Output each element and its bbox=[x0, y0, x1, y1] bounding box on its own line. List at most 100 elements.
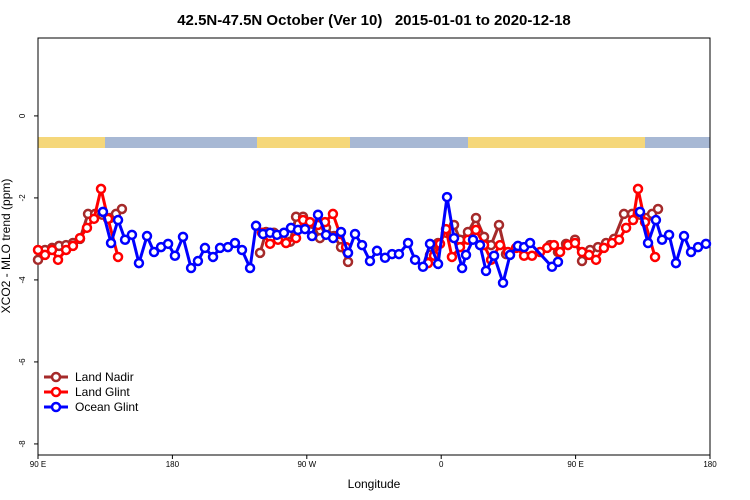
point bbox=[526, 250, 538, 261]
point bbox=[148, 246, 160, 258]
point bbox=[446, 251, 458, 263]
land-ocean-strip bbox=[38, 137, 710, 148]
point bbox=[280, 237, 292, 249]
point bbox=[656, 234, 668, 245]
point bbox=[67, 240, 79, 252]
y-tick-label: -4 bbox=[18, 276, 27, 284]
ocean-band bbox=[350, 137, 468, 148]
x-tick-label: 180 bbox=[166, 460, 180, 469]
point bbox=[700, 238, 712, 250]
point bbox=[424, 238, 436, 250]
point bbox=[250, 220, 262, 232]
point bbox=[494, 239, 506, 251]
point bbox=[335, 226, 347, 238]
point bbox=[327, 232, 339, 244]
point bbox=[663, 229, 675, 241]
point bbox=[627, 214, 639, 226]
point bbox=[116, 203, 128, 215]
point bbox=[470, 212, 482, 224]
point bbox=[264, 238, 276, 250]
land-band bbox=[38, 137, 105, 148]
point bbox=[590, 254, 602, 266]
point bbox=[133, 257, 145, 269]
point bbox=[88, 213, 100, 225]
y-axis-label: XCO2 - MLO trend (ppm) bbox=[0, 179, 13, 314]
point bbox=[393, 248, 405, 260]
point bbox=[598, 242, 610, 254]
point bbox=[177, 231, 189, 243]
point bbox=[620, 222, 632, 234]
point bbox=[290, 232, 302, 244]
point bbox=[618, 208, 630, 220]
point bbox=[112, 251, 124, 263]
point bbox=[554, 246, 566, 258]
point bbox=[342, 247, 354, 259]
point bbox=[199, 242, 211, 254]
land-band bbox=[257, 137, 350, 148]
point bbox=[46, 244, 58, 256]
point bbox=[192, 255, 204, 267]
chart-title: 42.5N-47.5N October (Ver 10) 2015-01-01 … bbox=[177, 12, 571, 29]
point bbox=[97, 206, 109, 218]
point bbox=[448, 232, 460, 244]
point bbox=[524, 237, 536, 249]
point bbox=[650, 214, 662, 226]
point bbox=[480, 265, 492, 277]
point bbox=[278, 227, 290, 239]
point bbox=[441, 191, 453, 203]
point bbox=[342, 256, 354, 268]
point bbox=[244, 262, 256, 274]
legend-label: Land Glint bbox=[75, 385, 130, 399]
point bbox=[312, 209, 324, 220]
point bbox=[504, 249, 516, 261]
point bbox=[460, 249, 472, 261]
point bbox=[432, 258, 444, 270]
point bbox=[371, 245, 383, 257]
point bbox=[356, 239, 368, 251]
legend-label: Land Nadir bbox=[75, 370, 134, 384]
point bbox=[229, 237, 241, 249]
point bbox=[39, 249, 51, 261]
point bbox=[569, 237, 581, 249]
point bbox=[583, 249, 595, 261]
point bbox=[119, 234, 131, 245]
point bbox=[685, 246, 697, 258]
point bbox=[576, 255, 588, 267]
point bbox=[254, 247, 266, 259]
point bbox=[456, 262, 468, 274]
ocean-band bbox=[105, 137, 257, 148]
point bbox=[185, 262, 197, 274]
point bbox=[493, 219, 505, 231]
y-tick-label: 0 bbox=[18, 113, 27, 118]
point bbox=[306, 230, 318, 242]
point bbox=[52, 254, 64, 266]
point bbox=[32, 254, 44, 266]
point bbox=[81, 222, 93, 234]
x-tick-label: 90 E bbox=[30, 460, 46, 469]
land-band bbox=[468, 137, 645, 148]
point bbox=[74, 232, 86, 244]
point bbox=[169, 250, 181, 261]
legend-marker bbox=[50, 371, 62, 383]
y-tick-label: -8 bbox=[18, 440, 27, 448]
point bbox=[95, 183, 107, 195]
legend-marker bbox=[50, 386, 62, 398]
point bbox=[141, 230, 153, 242]
point bbox=[649, 251, 661, 263]
point bbox=[112, 214, 124, 226]
point bbox=[32, 244, 44, 256]
point bbox=[670, 257, 682, 269]
point bbox=[409, 254, 421, 266]
point bbox=[126, 229, 138, 241]
x-tick-label: 0 bbox=[439, 460, 444, 469]
legend-marker bbox=[50, 401, 62, 413]
point bbox=[327, 208, 339, 220]
point bbox=[634, 206, 646, 218]
point bbox=[470, 224, 482, 236]
point bbox=[552, 256, 564, 268]
point bbox=[207, 251, 219, 263]
point bbox=[105, 237, 117, 249]
point bbox=[613, 234, 625, 245]
point bbox=[678, 230, 690, 242]
